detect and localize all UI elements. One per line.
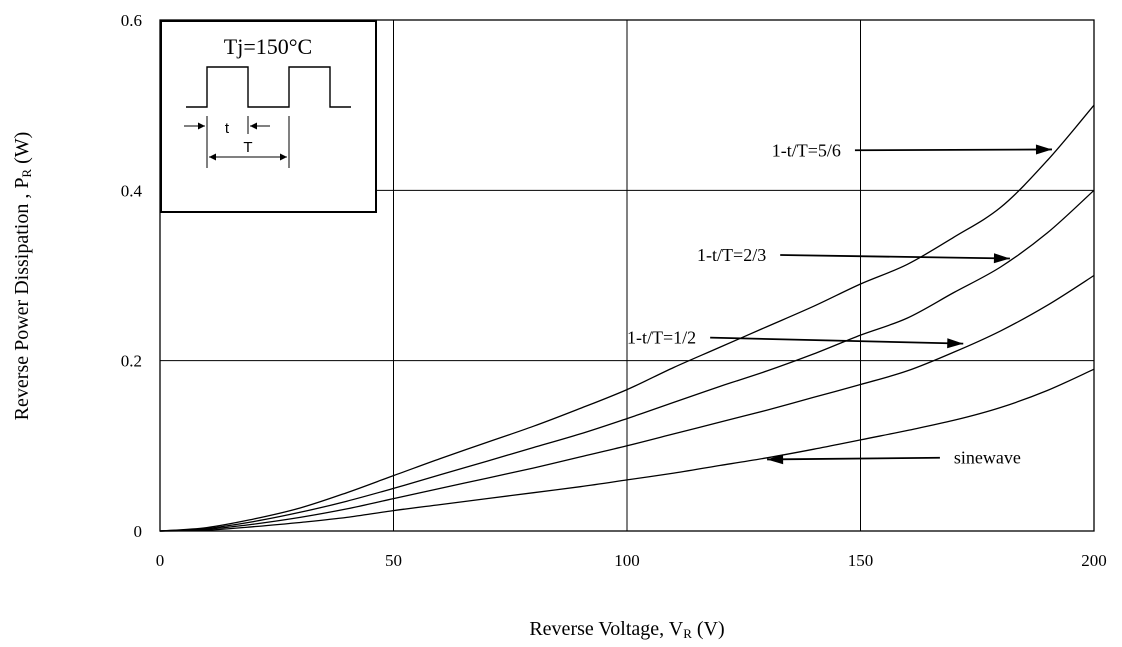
- y-tick-label: 0.2: [121, 352, 142, 371]
- inset-waveform-box: Tj=150°C t T: [160, 20, 377, 213]
- y-tick-label: 0.4: [121, 181, 143, 200]
- annotation-label-2: 1-t/T=2/3: [697, 245, 766, 265]
- series-line-1: [159, 104, 1095, 532]
- annotation-arrowhead-1: [1035, 144, 1052, 155]
- annotation-arrow-3: [710, 336, 964, 345]
- period-label: T: [243, 139, 252, 156]
- y-tick-label: 0: [134, 522, 143, 541]
- pulse-waveform: [186, 66, 351, 108]
- x-tick-label: 50: [385, 551, 402, 570]
- series-line-3: [159, 274, 1095, 532]
- y-axis-title: Reverse Power Dissipation , PR (W): [11, 132, 34, 421]
- pulse-width-arrowhead-right: [250, 122, 257, 130]
- x-tick-label: 100: [614, 551, 640, 570]
- inset-frame: [160, 20, 377, 213]
- series-line-2: [159, 189, 1095, 532]
- grid-lines: [160, 20, 1094, 531]
- y-tick-label: 0.6: [121, 11, 142, 30]
- pulse-width-label: t: [225, 120, 230, 137]
- annotation-arrowhead-4: [767, 454, 784, 465]
- period-arrowhead-right: [280, 153, 287, 161]
- x-tick-label: 0: [156, 551, 165, 570]
- annotation-arrow-4: [767, 456, 940, 461]
- x-tick-label: 150: [848, 551, 874, 570]
- series-line-4: [159, 368, 1095, 532]
- x-tick-label: 200: [1081, 551, 1107, 570]
- annotation-label-1: 1-t/T=5/6: [772, 140, 841, 160]
- tick-labels: 0 50 100 150 200 0 0.2 0.4 0.6: [121, 11, 1107, 570]
- annotation-arrow-2: [780, 254, 1010, 260]
- annotation-label-3: 1-t/T=1/2: [627, 328, 696, 348]
- annotation-arrowhead-3: [947, 338, 964, 349]
- annotation-arrowhead-2: [993, 253, 1010, 264]
- series-lines: [159, 104, 1095, 532]
- pulse-width-arrowhead-left: [198, 122, 205, 130]
- period-arrowhead-left: [209, 153, 216, 161]
- annotation-arrow-1: [854, 148, 1052, 152]
- annotation-label-4: sinewave: [954, 448, 1021, 468]
- plot-frame: [159, 19, 1095, 532]
- x-axis-title: Reverse Voltage, VR (V): [529, 618, 724, 641]
- annotations: 1-t/T=5/6 1-t/T=2/3 1-t/T=1/2 sinewave: [627, 140, 1052, 468]
- inset-condition-label: Tj=150°C: [224, 34, 312, 59]
